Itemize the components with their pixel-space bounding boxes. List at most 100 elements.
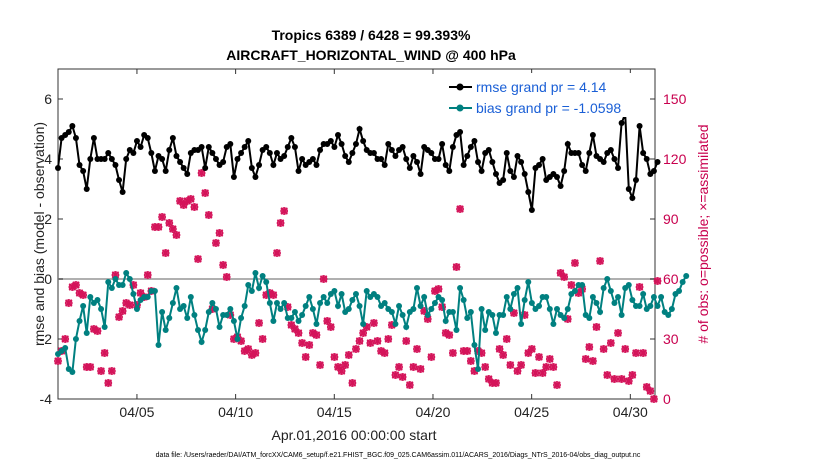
bias-point (510, 291, 517, 297)
obs-assimilated-marker (176, 197, 184, 205)
obs-assimilated-marker (603, 371, 612, 379)
obs-assimilated-marker (118, 307, 127, 315)
rmse-point (270, 162, 277, 168)
rmse-point (536, 162, 543, 168)
obs-assimilated-marker (380, 349, 389, 357)
rmse-point (80, 168, 87, 174)
bias-point (98, 306, 105, 312)
y-right-tick-label: 30 (663, 331, 679, 347)
obs-assimilated-marker (201, 189, 210, 197)
rmse-point (345, 159, 352, 165)
rmse-point (586, 150, 593, 156)
bias-point (230, 318, 237, 324)
bias-point (374, 294, 381, 300)
y-left-tick-label: 4 (44, 151, 52, 167)
rmse-point (87, 156, 94, 162)
bias-point (421, 294, 428, 300)
obs-assimilated-marker (528, 345, 536, 353)
obs-assimilated-marker (208, 305, 217, 313)
obs-assimilated-marker (449, 349, 457, 357)
obs-assimilated-marker (265, 289, 274, 297)
obs-assimilated-marker (474, 347, 482, 355)
obs-assimilated-marker (452, 263, 461, 271)
obs-assimilated-marker (68, 283, 77, 291)
y-left-tick-label: 0 (44, 271, 52, 287)
obs-assimilated-marker (370, 319, 378, 327)
bias-point (133, 306, 140, 312)
obs-assimilated-marker (502, 335, 511, 343)
bias-point (629, 297, 636, 303)
bias-point (151, 288, 158, 294)
bias-point (309, 306, 316, 312)
bias-point (331, 288, 338, 294)
y-axis-right-label: # of obs: o=possible; ×=assimilated (695, 124, 711, 343)
obs-assimilated-marker (599, 345, 608, 353)
obs-assimilated-marker (125, 301, 134, 309)
obs-assimilated-marker (610, 375, 619, 383)
bias-point (467, 309, 474, 315)
y-right-tick-label: 60 (663, 271, 679, 287)
obs-assimilated-marker (330, 353, 339, 361)
bias-point (492, 330, 499, 336)
rmse-point (507, 168, 514, 174)
obs-assimilated-marker (64, 299, 73, 307)
bias-point (162, 327, 169, 333)
bias-point (550, 321, 557, 327)
rmse-point (209, 150, 216, 156)
obs-assimilated-marker (280, 207, 289, 215)
obs-assimilated-marker (567, 281, 576, 289)
rmse-point (457, 129, 464, 135)
bias-point (514, 285, 521, 291)
rmse-point (643, 156, 650, 162)
obs-assimilated-marker (230, 335, 238, 343)
obs-assimilated-marker (416, 365, 425, 373)
obs-assimilated-marker (542, 363, 551, 371)
obs-assimilated-marker (75, 289, 84, 297)
bias-point (363, 288, 370, 294)
obs-assimilated-marker (115, 313, 123, 321)
obs-assimilated-marker (158, 213, 166, 221)
rmse-point (607, 147, 614, 153)
rmse-point (349, 150, 356, 156)
obs-assimilated-marker (395, 363, 403, 371)
bias-point (611, 300, 618, 306)
obs-assimilated-marker (495, 345, 504, 353)
obs-assimilated-marker (355, 337, 364, 345)
bias-point (288, 315, 295, 321)
bias-point (130, 291, 137, 297)
rmse-point (553, 174, 560, 180)
rmse-point (654, 159, 661, 165)
obs-assimilated-marker (481, 363, 490, 371)
obs-assimilated-marker (165, 219, 174, 227)
rmse-point (485, 147, 492, 153)
rmse-point (148, 150, 155, 156)
bias-point (205, 309, 212, 315)
obs-assimilated-marker (273, 249, 281, 257)
y-left-tick-label: 6 (44, 91, 52, 107)
bias-point (87, 294, 94, 300)
bias-point (471, 342, 478, 348)
bias-point (615, 294, 622, 300)
obs-assimilated-marker (463, 347, 472, 355)
bias-point (650, 294, 657, 300)
rmse-point (130, 150, 137, 156)
bias-point (299, 312, 306, 318)
rmse-point (151, 168, 158, 174)
rmse-point (403, 156, 410, 162)
bias-point (546, 306, 553, 312)
bias-point (647, 303, 654, 309)
obs-assimilated-marker (301, 353, 310, 361)
obs-assimilated-marker (438, 303, 446, 311)
rmse-point (406, 165, 413, 171)
obs-assimilated-marker (499, 351, 507, 359)
obs-assimilated-marker (427, 353, 436, 361)
obs-assimilated-marker (122, 299, 131, 307)
rmse-point (166, 147, 173, 153)
bias-point (388, 309, 395, 315)
obs-assimilated-marker (456, 205, 464, 213)
obs-assimilated-marker (316, 361, 324, 369)
rmse-point (464, 153, 471, 159)
rmse-point (309, 156, 316, 162)
rmse-point (119, 189, 126, 195)
